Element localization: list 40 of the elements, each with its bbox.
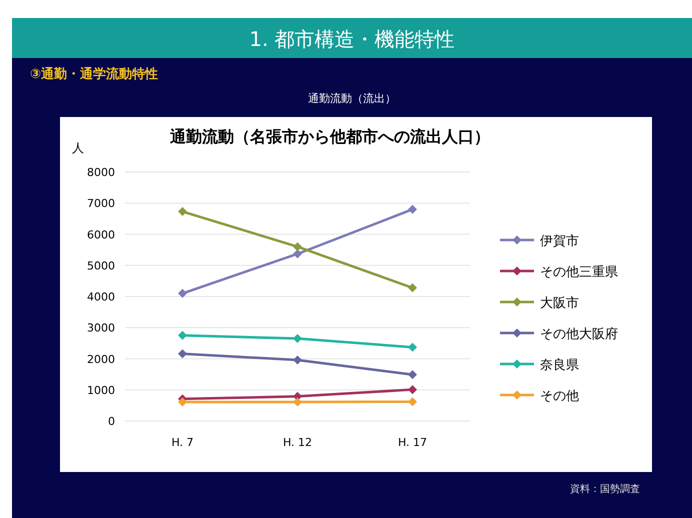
point (408, 283, 417, 292)
legend-label: その他三重県 (540, 265, 618, 280)
text: 資料：国勢調査 (570, 483, 640, 495)
x-tick-label: H. 12 (282, 436, 312, 449)
point (408, 370, 417, 380)
point (408, 397, 417, 406)
chart-subtitle: ③通勤・通学流動特性 (30, 66, 158, 82)
y-axis-title: 人 (72, 141, 84, 155)
y-tick-label: 3000 (87, 322, 115, 335)
point (408, 385, 417, 394)
point (178, 207, 187, 216)
legend-label: 大阪市 (540, 296, 579, 311)
point (293, 355, 302, 364)
y-tick-label: 8000 (87, 166, 115, 179)
y-tick-label: 0 (108, 415, 115, 428)
point (178, 288, 187, 298)
point (293, 334, 302, 344)
point (178, 349, 187, 358)
y-tick-label: 5000 (87, 259, 115, 272)
text: 1. 都市構造・機能特性 (249, 27, 455, 51)
chart-title: 通勤流動（名張市から他都市への流出人口） (169, 127, 490, 146)
y-tick-label: 4000 (87, 290, 115, 304)
y-tick-label: 7000 (87, 197, 115, 210)
legend-label: 奈良県 (540, 358, 579, 373)
point (408, 204, 417, 214)
legend-label: 伊賀市 (540, 234, 579, 249)
point (293, 398, 302, 407)
legend-label: その他 (540, 389, 579, 404)
x-tick-label: H. 17 (398, 436, 428, 449)
text: 通勤流動（流出） (308, 92, 396, 105)
y-tick-label: 6000 (87, 228, 115, 242)
y-tick-label: 1000 (87, 384, 115, 397)
point (178, 330, 187, 340)
x-tick-label: H. 7 (171, 436, 194, 449)
point (293, 242, 302, 252)
y-tick-label: 2000 (87, 352, 115, 366)
legend-label: その他大阪府 (540, 326, 618, 342)
point (178, 398, 187, 407)
point (293, 249, 302, 258)
point (408, 342, 417, 352)
